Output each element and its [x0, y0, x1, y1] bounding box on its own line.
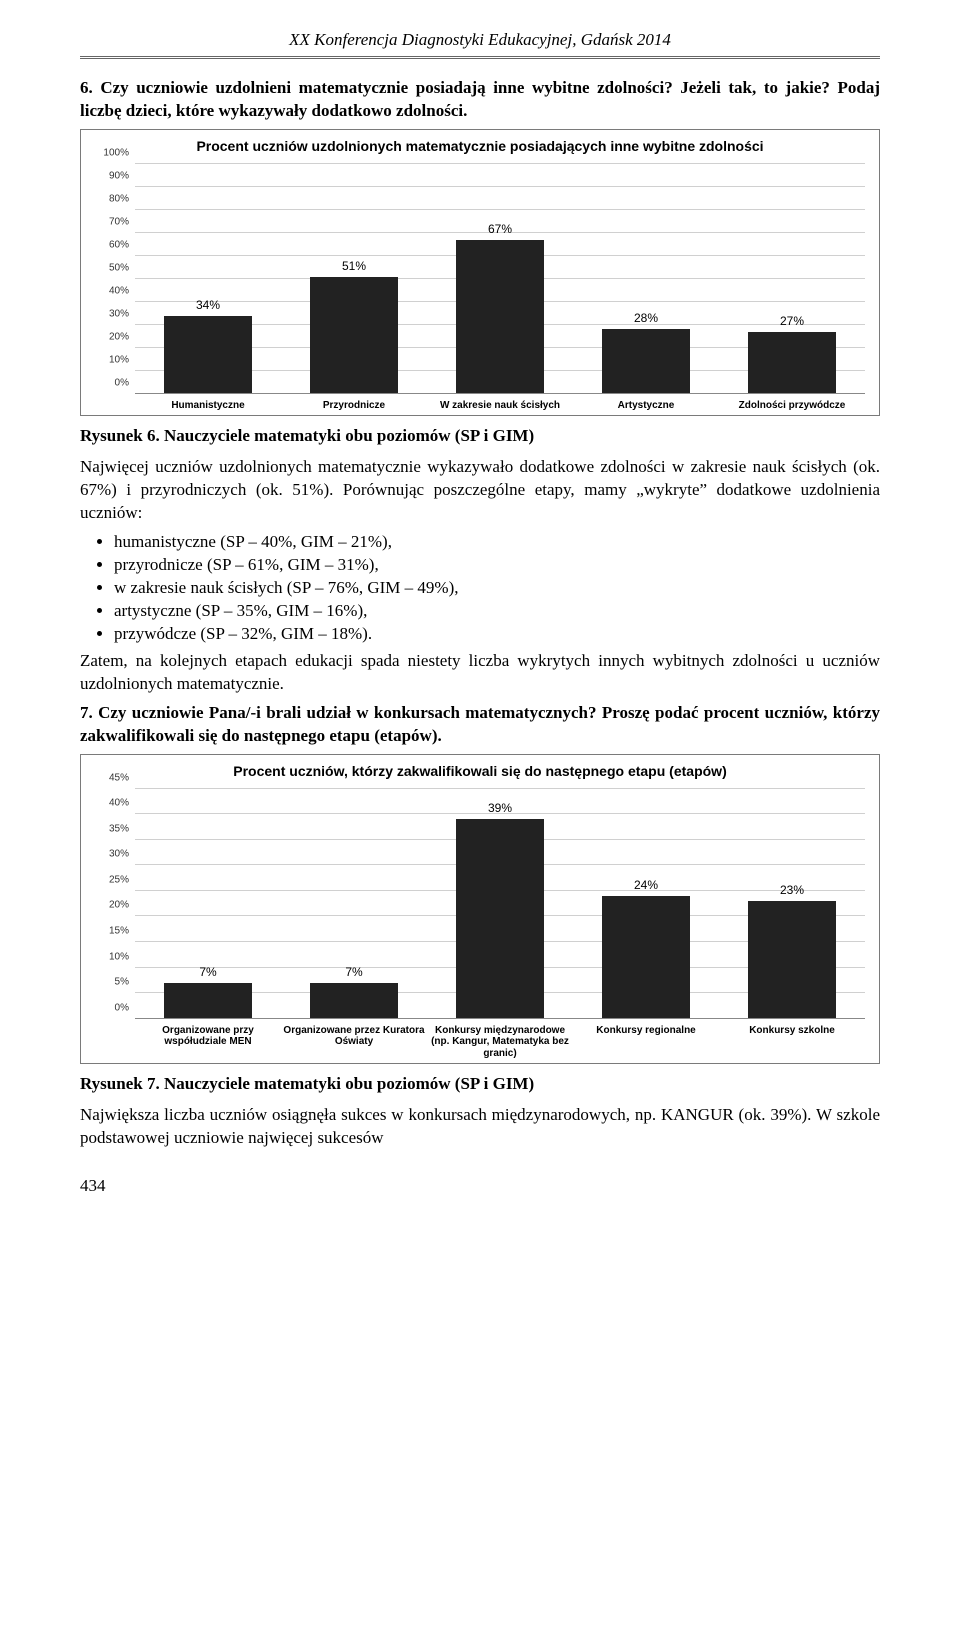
y-tick-label: 50% [87, 262, 129, 273]
bullet-item: przywódcze (SP – 32%, GIM – 18%). [114, 623, 880, 646]
x-tick-label: Zdolności przywódcze [719, 398, 865, 412]
chart-2-title: Procent uczniów, którzy zakwalifikowali … [85, 763, 875, 779]
running-head: XX Konferencja Diagnostyki Edukacyjnej, … [80, 30, 880, 59]
paragraph-7: Największa liczba uczniów osiągnęła sukc… [80, 1104, 880, 1150]
bar-value-label: 24% [634, 878, 658, 892]
chart-1-plot: 0%10%20%30%40%50%60%70%80%90%100% 34%51%… [135, 164, 865, 394]
y-tick-label: 20% [87, 900, 129, 911]
bar-value-label: 27% [780, 314, 804, 328]
y-tick-label: 35% [87, 823, 129, 834]
bar-value-label: 39% [488, 801, 512, 815]
chart-2-plot: 0%5%10%15%20%25%30%35%40%45% 7%7%39%24%2… [135, 789, 865, 1019]
chart-1-bars: 34% 51% 67% 28% 27% [135, 164, 865, 394]
figure-6-caption-text: Nauczyciele matematyki obu poziomów (SP … [160, 426, 534, 445]
bar-wrap: 7% [135, 965, 281, 1019]
bullet-item: humanistyczne (SP – 40%, GIM – 21%), [114, 531, 880, 554]
bullet-item: w zakresie nauk ścisłych (SP – 76%, GIM … [114, 577, 880, 600]
y-tick-label: 90% [87, 170, 129, 181]
bar [456, 240, 544, 394]
y-tick-label: 0% [87, 1002, 129, 1013]
bar [748, 901, 836, 1019]
y-tick-label: 80% [87, 193, 129, 204]
bar [602, 329, 690, 393]
bar-wrap: 23% [719, 883, 865, 1019]
bar-value-label: 67% [488, 222, 512, 236]
bar-wrap: 24% [573, 878, 719, 1019]
bar-wrap: 28% [573, 311, 719, 393]
bar-wrap: 7% [281, 965, 427, 1019]
page-number: 434 [80, 1176, 880, 1196]
y-tick-label: 30% [87, 849, 129, 860]
bar [310, 277, 398, 394]
bar-wrap: 67% [427, 222, 573, 394]
y-tick-label: 0% [87, 377, 129, 388]
y-tick-label: 15% [87, 925, 129, 936]
question-7-heading: 7. Czy uczniowie Pana/-i brali udział w … [80, 702, 880, 748]
y-tick-label: 100% [87, 147, 129, 158]
x-tick-label: Konkursy szkolne [719, 1023, 865, 1060]
x-tick-label: Organizowane przy współudziale MEN [135, 1023, 281, 1060]
x-tick-label: Artystyczne [573, 398, 719, 412]
y-tick-label: 40% [87, 285, 129, 296]
x-tick-label: W zakresie nauk ścisłych [427, 398, 573, 412]
y-tick-label: 10% [87, 354, 129, 365]
chart-1-xlabels: HumanistycznePrzyrodniczeW zakresie nauk… [135, 398, 865, 412]
chart-2: Procent uczniów, którzy zakwalifikowali … [80, 754, 880, 1065]
bar [164, 316, 252, 394]
x-tick-label: Konkursy regionalne [573, 1023, 719, 1060]
x-tick-label: Humanistyczne [135, 398, 281, 412]
bar [310, 983, 398, 1019]
bullet-item: przyrodnicze (SP – 61%, GIM – 31%), [114, 554, 880, 577]
y-tick-label: 40% [87, 798, 129, 809]
chart-1-title: Procent uczniów uzdolnionych matematyczn… [85, 138, 875, 154]
bar-value-label: 34% [196, 298, 220, 312]
chart-2-xlabels: Organizowane przy współudziale MENOrgani… [135, 1023, 865, 1060]
bar-value-label: 28% [634, 311, 658, 325]
y-tick-label: 45% [87, 772, 129, 783]
paragraph-6b: Zatem, na kolejnych etapach edukacji spa… [80, 650, 880, 696]
question-6-heading: 6. Czy uczniowie uzdolnieni matematyczni… [80, 77, 880, 123]
y-tick-label: 5% [87, 977, 129, 988]
x-tick-label: Konkursy międzynarodowe (np. Kangur, Mat… [427, 1023, 573, 1060]
chart-2-baseline [135, 1018, 865, 1019]
x-tick-label: Przyrodnicze [281, 398, 427, 412]
bar [748, 332, 836, 394]
chart-2-bars: 7% 7% 39% 24% 23% [135, 789, 865, 1019]
bar-value-label: 51% [342, 259, 366, 273]
figure-7-caption-text: Nauczyciele matematyki obu poziomów (SP … [160, 1074, 534, 1093]
paragraph-6a: Najwięcej uczniów uzdolnionych matematyc… [80, 456, 880, 525]
bar [602, 896, 690, 1019]
figure-6-caption: Rysunek 6. Nauczyciele matematyki obu po… [80, 426, 880, 446]
figure-7-caption: Rysunek 7. Nauczyciele matematyki obu po… [80, 1074, 880, 1094]
chart-1-baseline [135, 393, 865, 394]
figure-7-caption-label: Rysunek 7. [80, 1074, 160, 1093]
y-tick-label: 10% [87, 951, 129, 962]
bar-value-label: 23% [780, 883, 804, 897]
y-tick-label: 30% [87, 308, 129, 319]
bar-wrap: 51% [281, 259, 427, 394]
bar-wrap: 39% [427, 801, 573, 1018]
y-tick-label: 25% [87, 874, 129, 885]
bar-wrap: 34% [135, 298, 281, 394]
bar [456, 819, 544, 1018]
y-tick-label: 70% [87, 216, 129, 227]
chart-1: Procent uczniów uzdolnionych matematyczn… [80, 129, 880, 417]
bar-value-label: 7% [199, 965, 216, 979]
y-tick-label: 20% [87, 331, 129, 342]
bar [164, 983, 252, 1019]
figure-6-caption-label: Rysunek 6. [80, 426, 160, 445]
bar-wrap: 27% [719, 314, 865, 394]
y-tick-label: 60% [87, 239, 129, 250]
bullet-list: humanistyczne (SP – 40%, GIM – 21%),przy… [114, 531, 880, 646]
page: XX Konferencja Diagnostyki Edukacyjnej, … [0, 0, 960, 1216]
x-tick-label: Organizowane przez Kuratora Oświaty [281, 1023, 427, 1060]
bullet-item: artystyczne (SP – 35%, GIM – 16%), [114, 600, 880, 623]
bar-value-label: 7% [345, 965, 362, 979]
